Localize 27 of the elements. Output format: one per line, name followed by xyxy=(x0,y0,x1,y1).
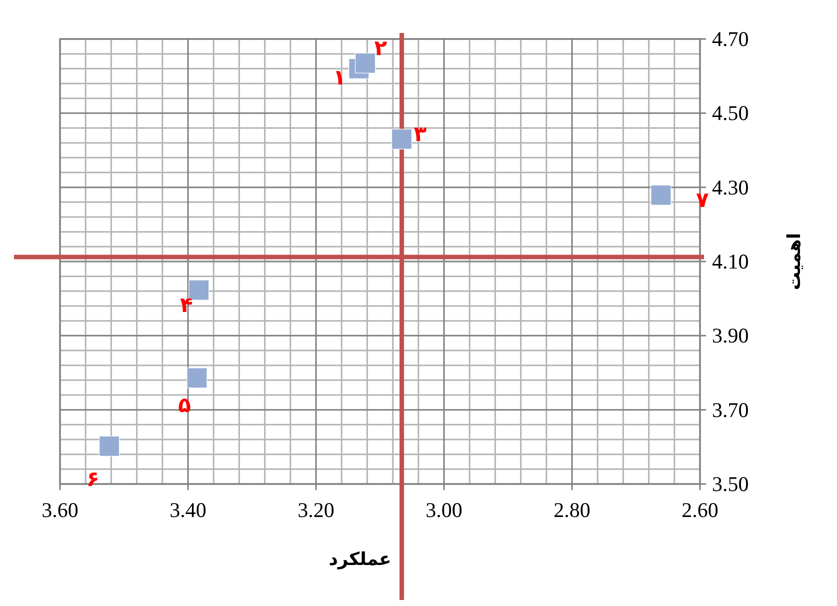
y-tick-label: 3.90 xyxy=(712,324,749,348)
x-tick-label: 3.60 xyxy=(42,498,78,522)
point xyxy=(186,368,208,388)
y-tick-label: 3.50 xyxy=(712,472,749,496)
y-tick-label: 4.30 xyxy=(712,175,749,200)
x-tick-label: 3.00 xyxy=(426,498,462,522)
point xyxy=(98,436,120,456)
x-axis-title: عملکرد xyxy=(328,549,392,570)
point xyxy=(354,52,376,74)
annotation: ۳ xyxy=(414,122,427,146)
point xyxy=(650,184,672,206)
point xyxy=(391,128,412,150)
annotation: ۶ xyxy=(86,467,100,492)
annotation: ۲ xyxy=(374,36,388,60)
y-tick-label: 4.10 xyxy=(712,250,749,274)
y-tick-label: 3.70 xyxy=(712,398,749,422)
x-tick-label: 2.60 xyxy=(682,498,718,522)
annotation: ۱ xyxy=(333,66,346,90)
y-tick-label: 4.50 xyxy=(712,101,749,126)
annotation: ۴ xyxy=(180,293,194,318)
y-tick-label: 4.70 xyxy=(712,27,749,51)
annotation: ۵ xyxy=(178,392,192,417)
x-tick-label: 2.80 xyxy=(554,498,590,522)
annotation: ۷ xyxy=(696,188,709,212)
x-tick-label: 3.40 xyxy=(170,498,206,522)
x-tick-label: 3.20 xyxy=(298,498,334,522)
y-axis-title: اهمیت xyxy=(784,232,805,290)
